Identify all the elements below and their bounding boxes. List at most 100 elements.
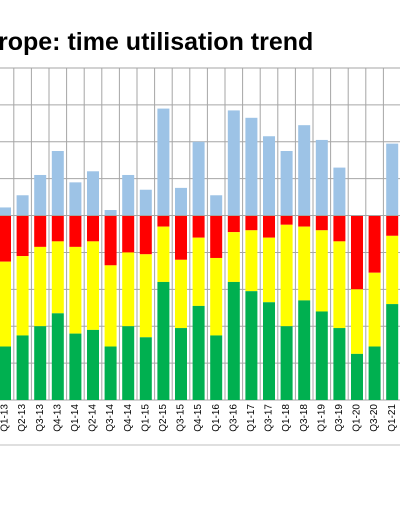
bar-segment xyxy=(386,215,399,236)
bar-segment xyxy=(51,313,64,400)
bar-segment xyxy=(280,326,293,400)
bar-segment xyxy=(139,254,152,338)
bar-segment xyxy=(51,151,64,216)
bar-segment xyxy=(122,174,135,216)
bar-segment xyxy=(210,335,223,400)
bar-segment xyxy=(139,189,152,216)
bar-segment xyxy=(298,226,311,301)
bar-segment xyxy=(315,139,328,216)
bar-segment xyxy=(192,215,205,238)
x-tick-label: Q3-18 xyxy=(299,404,310,432)
bar-segment xyxy=(263,302,275,400)
bar-segment xyxy=(263,136,275,216)
bar-segment xyxy=(16,256,29,336)
bar-segment xyxy=(315,311,328,400)
bar-segment xyxy=(298,125,311,216)
x-tick-label: Q3-16 xyxy=(228,404,239,432)
x-tick-label: Q2-13 xyxy=(17,404,28,432)
bar-segment xyxy=(210,215,223,258)
x-tick-label: Q1-13 xyxy=(0,404,11,432)
bar-segment xyxy=(0,215,12,262)
bar-segment xyxy=(227,232,240,282)
bar-segment xyxy=(34,246,47,327)
bar-segment xyxy=(69,333,82,400)
bar-segment xyxy=(34,326,47,400)
x-tick-label: Q1-16 xyxy=(211,404,222,432)
bar-segment xyxy=(333,241,346,329)
x-tick-label: Q4-13 xyxy=(52,404,63,432)
bar-segment xyxy=(192,141,205,216)
bar-segment xyxy=(245,291,258,400)
bar-segment xyxy=(87,329,99,400)
x-tick-label: Q1-18 xyxy=(281,404,292,432)
bar-segment xyxy=(280,151,293,216)
bar-segment xyxy=(333,215,346,242)
bar-segment xyxy=(157,226,170,282)
bar-segment xyxy=(333,328,346,400)
x-tick-label: Q3-20 xyxy=(369,404,380,432)
x-tick-label: Q3-13 xyxy=(35,404,46,432)
bar-segment xyxy=(175,187,187,216)
x-tick-label: Q1-20 xyxy=(352,404,363,432)
x-tick-label: Q4-14 xyxy=(123,404,134,432)
bar-segment xyxy=(87,171,99,216)
bar-segment xyxy=(157,281,170,400)
bar-segment xyxy=(104,215,117,266)
bar-segment xyxy=(192,305,205,400)
bar-segment xyxy=(298,300,311,400)
bar-segment xyxy=(69,215,82,247)
x-tick-label: Q3-15 xyxy=(176,404,187,432)
bar-segment xyxy=(139,215,152,255)
bar-segment xyxy=(157,215,170,227)
bar-segment xyxy=(368,272,381,347)
bar-segment xyxy=(122,252,135,327)
bar-segment xyxy=(386,304,399,400)
bar-segment xyxy=(175,259,187,329)
x-tick-label: Q2-14 xyxy=(88,404,99,432)
x-tick-label: Q3-17 xyxy=(264,404,275,432)
bar-segment xyxy=(263,237,275,303)
bar-segment xyxy=(16,195,29,216)
x-tick-label: Q2-15 xyxy=(158,404,169,432)
bar-segment xyxy=(280,215,293,225)
bar-segment xyxy=(122,326,135,400)
bar-segment xyxy=(192,237,205,306)
bar-segment xyxy=(351,215,363,290)
bar-segment xyxy=(0,346,12,400)
x-tick-label: Q1-15 xyxy=(140,404,151,432)
x-tick-label: Q1-19 xyxy=(316,404,327,432)
bar-segment xyxy=(210,195,223,216)
bar-segment xyxy=(386,235,399,305)
bar-segment xyxy=(34,215,47,247)
bar-segment xyxy=(315,215,328,231)
chart-title: rope: time utilisation trend xyxy=(0,28,313,56)
bar-segment xyxy=(298,215,311,227)
bar-segment xyxy=(69,182,82,216)
bar-segment xyxy=(34,174,47,216)
bar-segment xyxy=(280,224,293,327)
bar-segment xyxy=(139,337,152,400)
bar-segment xyxy=(227,110,240,216)
bar-segment xyxy=(245,230,258,292)
bar-segment xyxy=(245,117,258,216)
bar-segment xyxy=(87,241,99,330)
x-tick-label: Q3-14 xyxy=(105,404,116,432)
bar-segment xyxy=(227,281,240,400)
bar-segment xyxy=(104,265,117,347)
bar-segment xyxy=(16,335,29,400)
x-tick-label: Q1-14 xyxy=(70,404,81,432)
bar-segment xyxy=(87,215,99,242)
x-tick-label: Q3-19 xyxy=(334,404,345,432)
bar-segment xyxy=(51,215,64,242)
x-tick-label: Q4-15 xyxy=(193,404,204,432)
bar-segment xyxy=(333,167,346,216)
bar-segment xyxy=(157,108,170,216)
bar-segment xyxy=(245,215,258,231)
bar-segment xyxy=(16,215,29,257)
bar-segment xyxy=(122,215,135,253)
bar-segment xyxy=(351,353,363,400)
bar-segment xyxy=(175,215,187,260)
bar-segment xyxy=(227,215,240,233)
bar-segment xyxy=(263,215,275,238)
